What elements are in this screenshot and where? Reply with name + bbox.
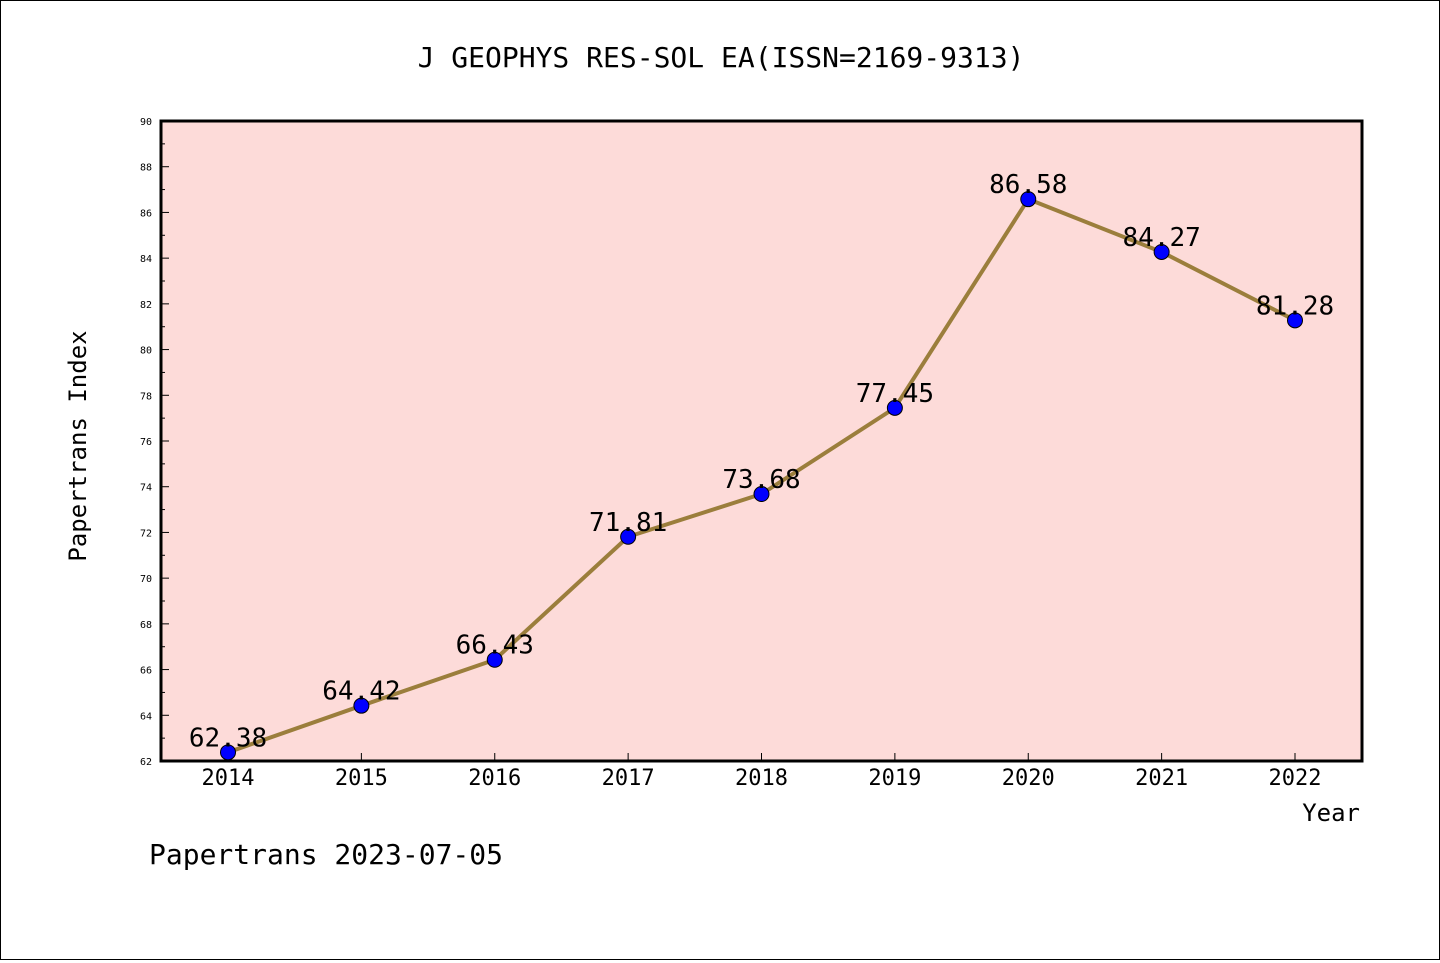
x-axis-ticks: 2014 2015 2016 2017 2018 2019 2020 2021 2022 xyxy=(202,753,1322,791)
series-layer xyxy=(220,191,1303,761)
x-tick-label: 2017 xyxy=(602,766,655,791)
y-axis-label: Papertrans Index xyxy=(64,330,92,561)
y-tick-label: 84 xyxy=(140,254,152,265)
y-tick-label: 70 xyxy=(140,574,152,585)
data-labels: 62.38 64.42 66.43 71.81 73.68 77.45 86.58 84.27… xyxy=(189,170,1334,753)
data-point xyxy=(620,528,637,545)
data-label: 73.68 xyxy=(722,465,800,495)
y-tick-label: 62 xyxy=(140,757,152,768)
chart-title: J GEOPHYS RES-SOL EA(ISSN=2169-9313) xyxy=(418,41,1025,74)
data-label: 77.45 xyxy=(856,379,934,409)
data-label: 71.81 xyxy=(589,508,667,538)
y-tick-label: 76 xyxy=(140,437,152,448)
y-tick-label: 74 xyxy=(140,483,152,494)
x-axis-label: Year xyxy=(1302,799,1360,827)
x-tick-label: 2021 xyxy=(1135,766,1188,791)
y-tick-label: 88 xyxy=(140,163,152,174)
y-tick-label: 68 xyxy=(140,620,152,631)
data-point xyxy=(1287,312,1303,329)
data-point xyxy=(1020,191,1037,208)
y-axis-ticks: 62 64 66 68 70 72 74 76 78 80 82 84 86 88 90 xyxy=(140,117,169,768)
data-label: 66.43 xyxy=(456,631,534,661)
x-tick-label: 2020 xyxy=(1002,766,1055,791)
data-point xyxy=(353,697,370,714)
footer-watermark: Papertrans 2023-07-05 xyxy=(149,838,503,871)
data-label: 62.38 xyxy=(189,723,267,753)
data-point xyxy=(753,486,770,503)
x-tick-label: 2016 xyxy=(468,766,521,791)
y-tick-label: 80 xyxy=(140,346,152,357)
data-label: 84.27 xyxy=(1122,223,1200,253)
data-point xyxy=(886,399,903,416)
y-tick-label: 90 xyxy=(140,117,152,128)
x-tick-label: 2018 xyxy=(735,766,788,791)
y-tick-label: 66 xyxy=(140,666,152,677)
x-tick-label: 2019 xyxy=(868,766,921,791)
y-tick-label: 82 xyxy=(140,300,152,311)
x-tick-label: 2014 xyxy=(202,766,255,791)
y-tick-label: 72 xyxy=(140,528,152,539)
data-point xyxy=(1153,243,1170,260)
x-tick-label: 2015 xyxy=(335,766,388,791)
data-label: 81.28 xyxy=(1256,291,1334,321)
y-tick-label: 86 xyxy=(140,208,152,219)
data-label: 86.58 xyxy=(989,170,1067,200)
data-label: 64.42 xyxy=(322,677,400,707)
y-tick-label: 78 xyxy=(140,391,152,402)
plot-area xyxy=(159,119,1364,763)
y-tick-label: 64 xyxy=(140,711,152,722)
data-point xyxy=(220,744,236,761)
data-point xyxy=(486,651,503,668)
x-tick-label: 2022 xyxy=(1269,766,1322,791)
